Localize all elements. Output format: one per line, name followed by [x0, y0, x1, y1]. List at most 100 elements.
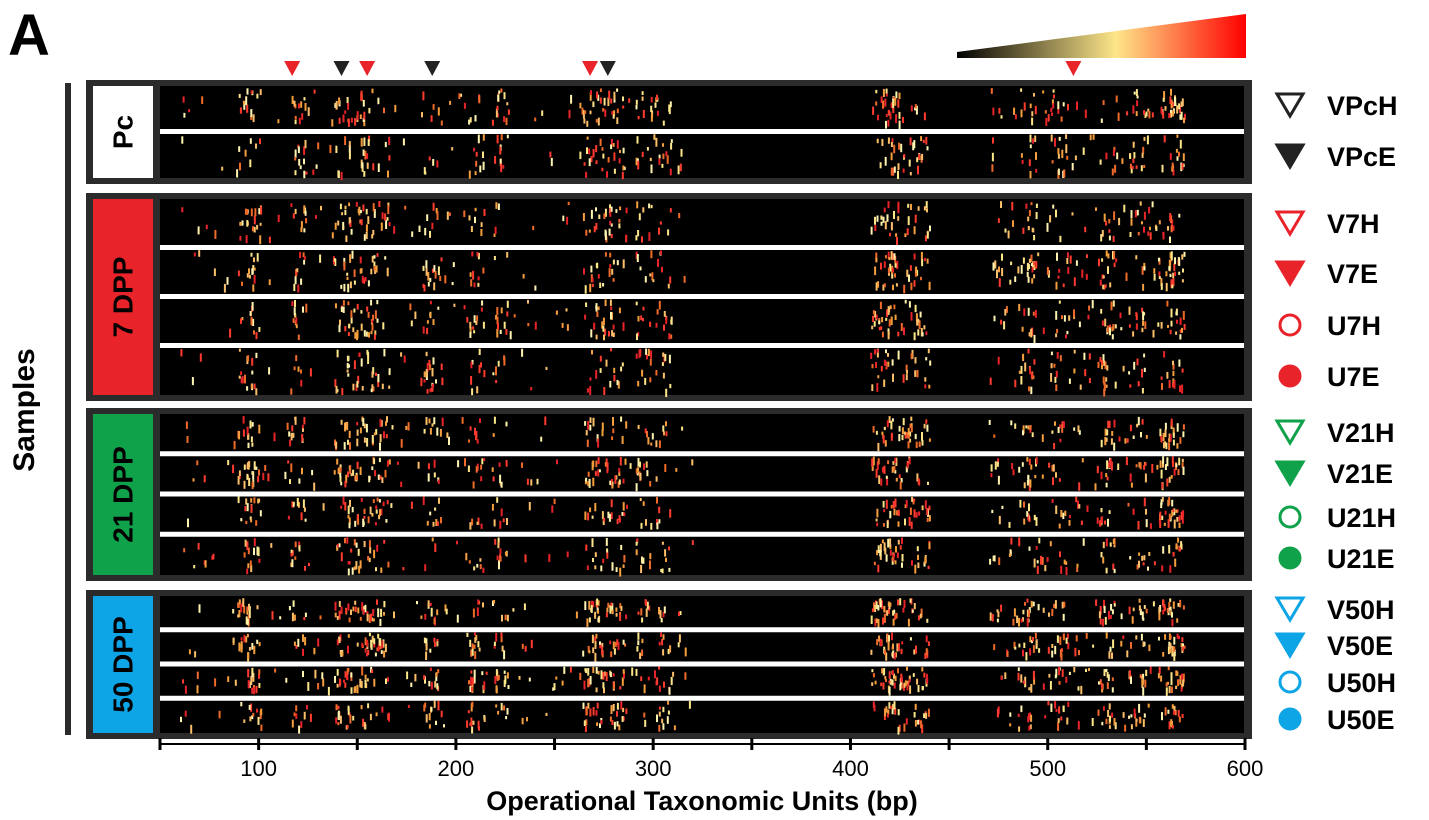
heat-cell [376, 647, 379, 652]
heat-cell [290, 562, 293, 567]
heat-cell [612, 428, 615, 434]
heat-cell [239, 107, 242, 114]
heat-cell [928, 438, 931, 442]
heat-cell [1029, 636, 1032, 643]
heat-cell [1021, 462, 1024, 467]
heat-cell [1057, 154, 1060, 159]
heat-cell [1101, 516, 1104, 524]
heat-cell [378, 499, 381, 503]
heat-cell [425, 714, 428, 723]
heat-cell [1114, 324, 1117, 329]
heat-cell [197, 543, 200, 550]
heat-cell [1171, 619, 1174, 627]
heat-cell [917, 615, 920, 621]
heat-cell [879, 543, 882, 553]
heat-cell [367, 516, 370, 524]
heat-cell [387, 205, 390, 215]
heat-cell [1171, 284, 1174, 289]
legend-item-v21e: V21E [1274, 459, 1393, 489]
heat-cell [253, 267, 256, 271]
heat-cell [1131, 616, 1134, 624]
heat-cell [1001, 505, 1004, 509]
heat-cell [1013, 608, 1016, 617]
heat-cell [584, 668, 587, 672]
heat-cell [494, 156, 497, 164]
heat-cell [1106, 672, 1109, 678]
heat-cell [679, 163, 682, 172]
heat-cell [885, 317, 888, 321]
heat-cell [470, 687, 473, 692]
heat-cell [293, 712, 296, 717]
heat-cell [925, 635, 928, 643]
heat-cell [666, 716, 669, 724]
heat-cell [1086, 254, 1088, 258]
heat-cell [615, 567, 618, 572]
heat-cell [247, 563, 250, 569]
heat-cell [296, 497, 299, 507]
x-axis-label: Operational Taxonomic Units (bp) [486, 786, 918, 816]
heat-cell [639, 266, 642, 271]
heat-cell [492, 372, 495, 376]
heat-cell [337, 170, 340, 178]
heat-cell [453, 303, 456, 307]
heat-cell [1172, 272, 1175, 279]
heat-cell [1169, 236, 1171, 243]
heat-cell [1068, 378, 1071, 384]
heat-cell [241, 281, 243, 286]
heat-cell [1172, 551, 1175, 557]
heat-cell [595, 207, 597, 212]
heat-cell [379, 618, 382, 626]
heat-cell [587, 645, 590, 653]
heat-cell [1102, 284, 1105, 290]
heat-cell [1059, 649, 1062, 658]
heat-cell [1046, 222, 1049, 232]
heat-cell [1170, 88, 1172, 96]
heat-cell [1161, 565, 1164, 572]
heat-cell [914, 104, 917, 109]
heat-cell [992, 107, 995, 116]
heat-cell [493, 256, 496, 261]
heat-cell [595, 263, 598, 268]
heat-cell [277, 214, 280, 222]
heat-cell [309, 368, 312, 377]
heat-cell [240, 377, 243, 384]
heat-cell [617, 481, 620, 488]
heat-cell [1164, 441, 1167, 447]
heat-cell [878, 326, 881, 331]
heat-cell [244, 374, 246, 384]
heat-cell [901, 562, 903, 568]
heat-cell [901, 537, 903, 544]
heat-cell [356, 329, 359, 339]
heat-cell [909, 172, 912, 176]
heat-cell [668, 546, 670, 551]
heat-cell [437, 266, 440, 276]
heat-cell [663, 324, 665, 331]
heat-cell [871, 669, 874, 673]
heat-cell [1172, 370, 1175, 376]
heat-cell [1058, 300, 1061, 304]
heat-cell [425, 369, 428, 378]
heat-cell [479, 418, 481, 423]
heat-cell [899, 684, 902, 691]
heat-cell [440, 517, 442, 524]
heat-cell [592, 149, 595, 157]
heat-cell [618, 724, 621, 731]
heat-cell [357, 607, 360, 614]
heat-cell [1045, 118, 1048, 126]
heat-cell [469, 272, 472, 277]
heat-cell [475, 466, 478, 473]
heat-cell [1061, 423, 1064, 433]
heat-cell [299, 251, 302, 259]
heat-cell [366, 653, 368, 657]
heat-cell [602, 682, 605, 689]
heat-cell [645, 519, 647, 526]
heat-cell [873, 321, 876, 327]
heat-cell [900, 323, 903, 331]
heat-cell [616, 117, 619, 124]
heat-cell [496, 555, 499, 561]
heat-cell [304, 518, 307, 522]
heat-cell [393, 611, 395, 619]
heat-cell [477, 252, 480, 260]
heat-cell [1027, 475, 1030, 480]
heat-cell [1052, 89, 1055, 93]
